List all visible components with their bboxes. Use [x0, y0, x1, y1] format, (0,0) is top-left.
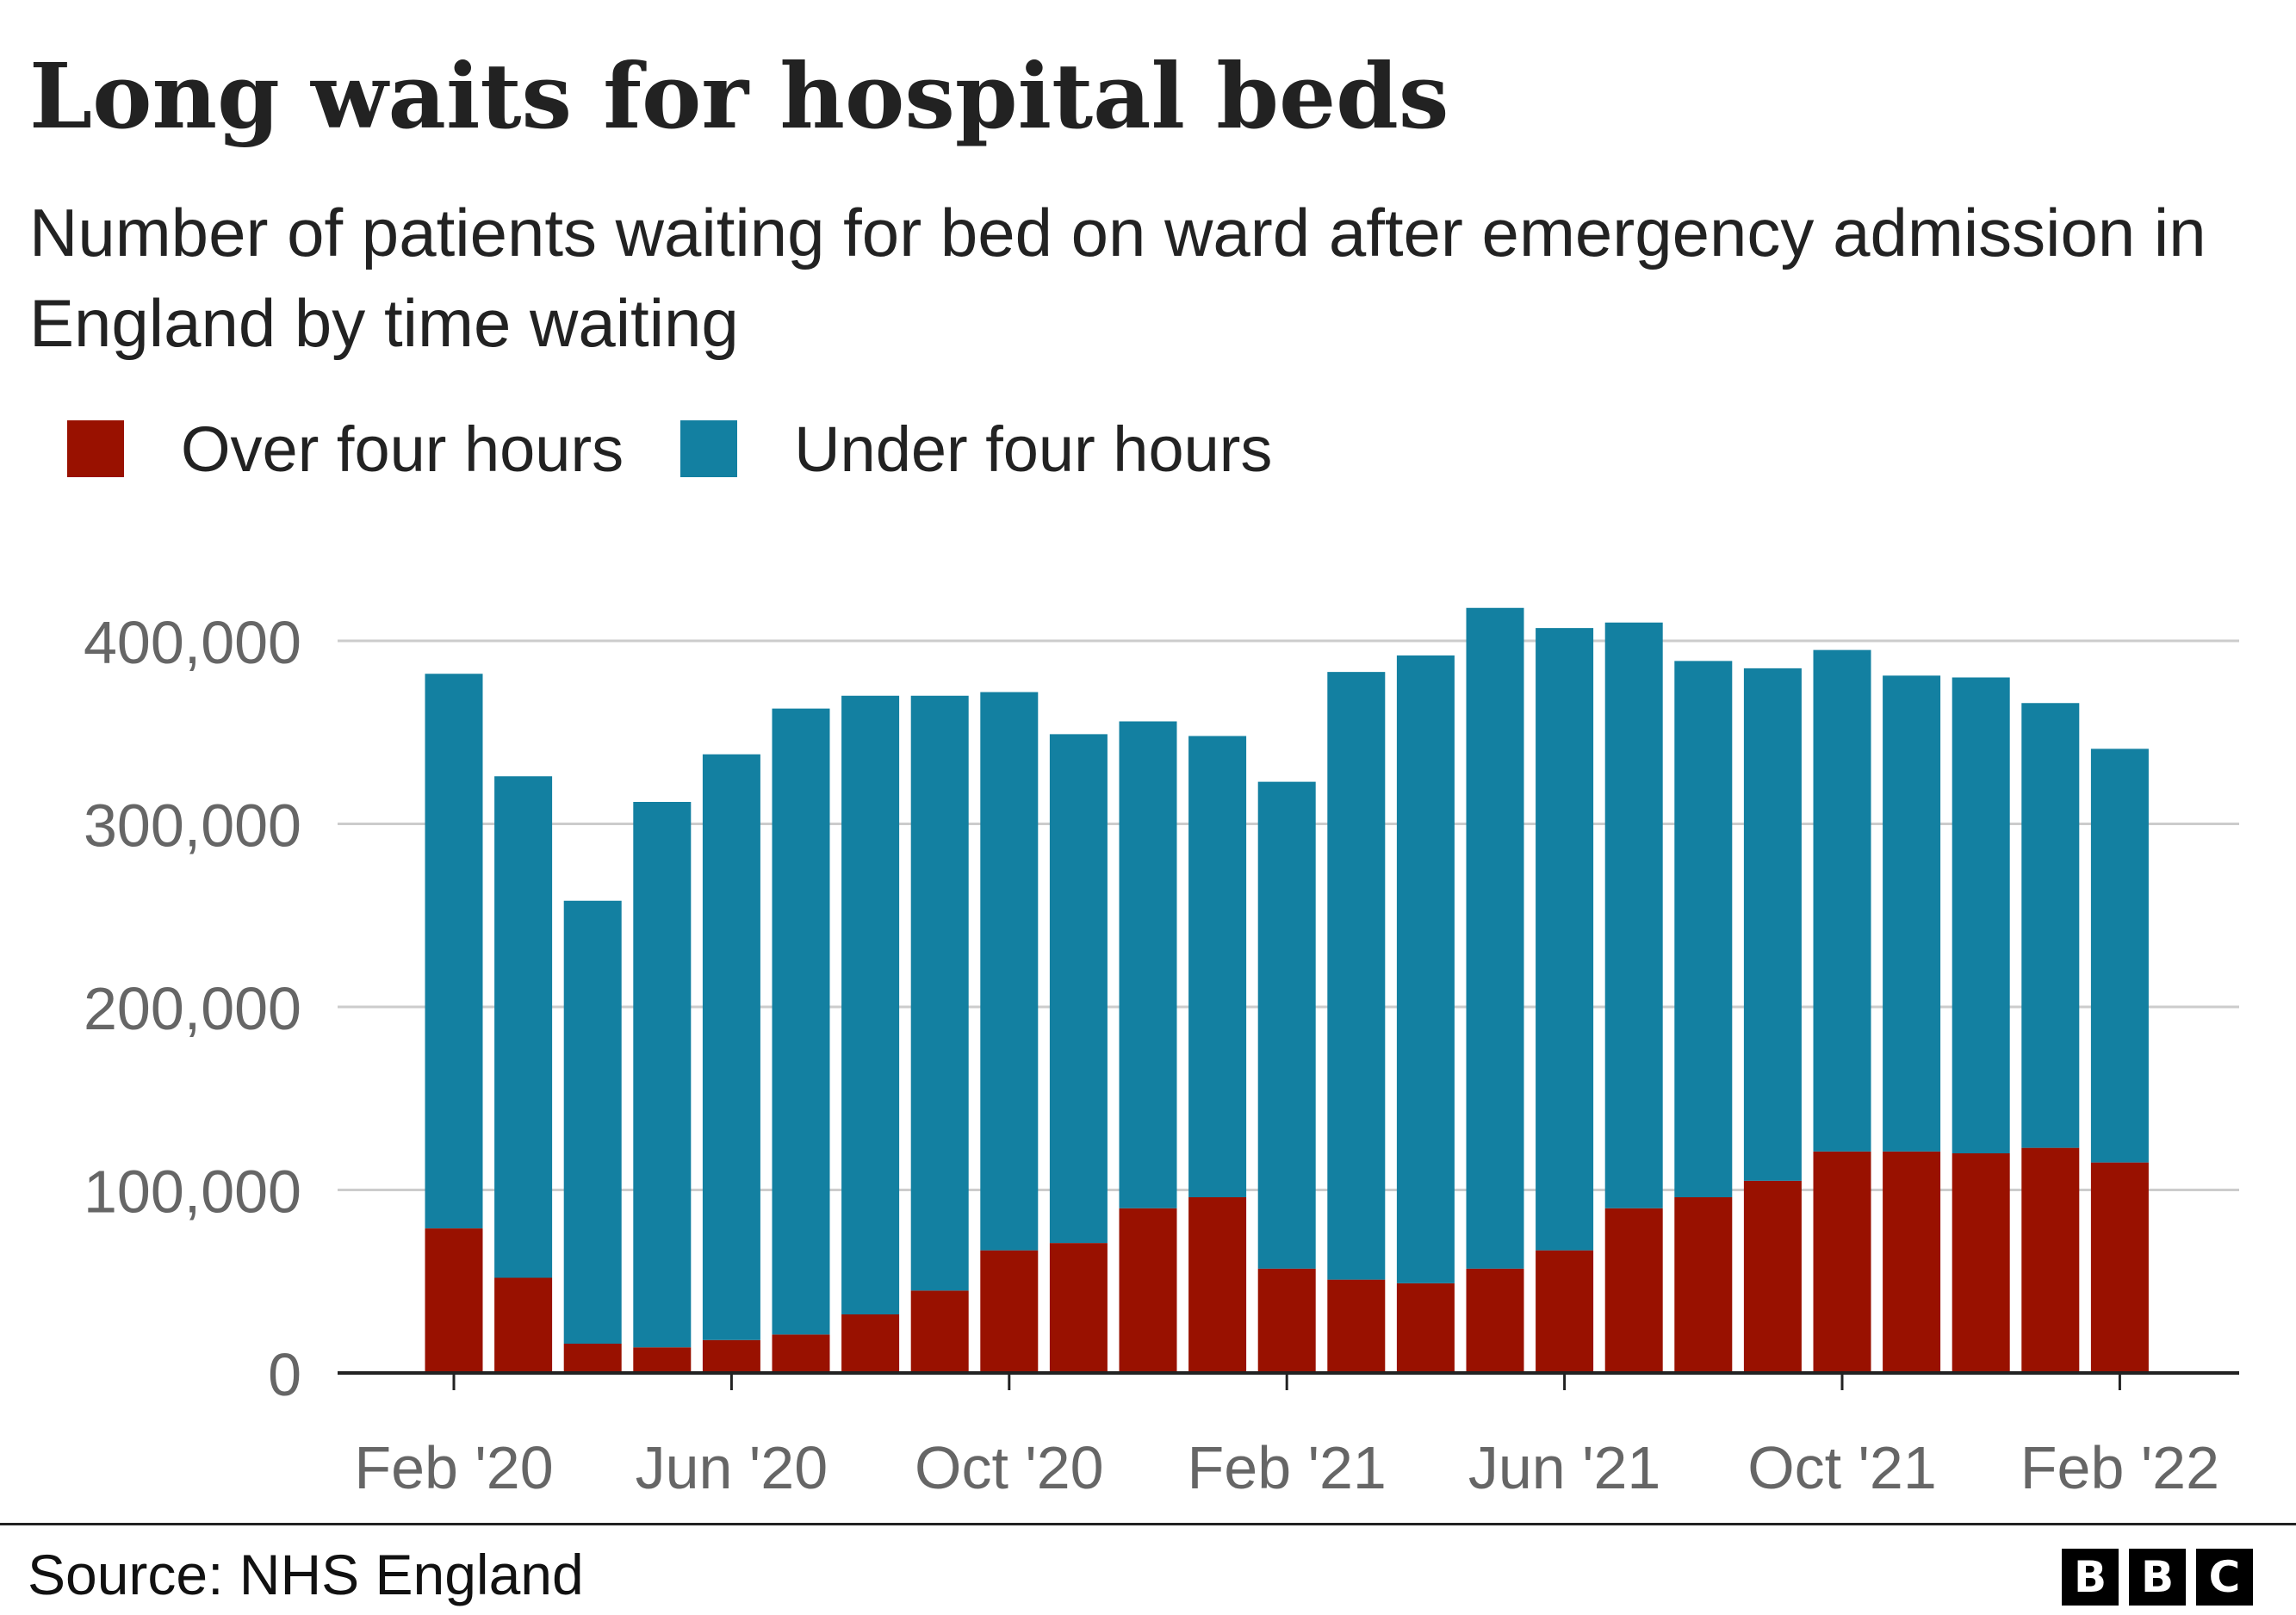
bar-under-four-hours [425, 674, 483, 1229]
bar-over-four-hours [1604, 1208, 1663, 1373]
bar-over-four-hours [425, 1228, 483, 1373]
bbc-logo-block-2: B [2129, 1549, 2186, 1606]
bar-under-four-hours [1257, 781, 1316, 1269]
bars [425, 607, 2149, 1373]
bar-under-four-hours [1119, 721, 1177, 1208]
bar-under-four-hours [841, 695, 900, 1314]
bar-over-four-hours [633, 1347, 692, 1373]
x-tick-label: Jun '20 [636, 1434, 828, 1501]
bar-over-four-hours [563, 1344, 622, 1373]
bar-over-four-hours [1188, 1197, 1247, 1373]
bar-over-four-hours [1883, 1151, 1941, 1373]
footer-divider [0, 1523, 2296, 1525]
bbc-logo-block-1: B [2062, 1549, 2119, 1606]
bar-over-four-hours [910, 1290, 969, 1373]
bar-over-four-hours [841, 1314, 900, 1373]
y-tick-label: 300,000 [84, 792, 301, 860]
bar-under-four-hours [980, 692, 1039, 1251]
x-axis [338, 1371, 2239, 1390]
bar-under-four-hours [1188, 736, 1247, 1197]
bar-over-four-hours [1466, 1268, 1524, 1373]
bar-under-four-hours [2090, 748, 2149, 1163]
bar-under-four-hours [1049, 734, 1108, 1244]
bar-under-four-hours [1327, 672, 1386, 1280]
y-tick-label: 200,000 [84, 975, 301, 1042]
bar-over-four-hours [1813, 1151, 1871, 1373]
stacked-bar-chart: 0 100,000 200,000 300,000 400,000 Feb '20 Jun… [84, 607, 2239, 1501]
bar-under-four-hours [1466, 607, 1524, 1269]
y-tick-label: 400,000 [84, 609, 301, 676]
bar-under-four-hours [563, 900, 622, 1344]
x-tick-label: Feb '20 [354, 1434, 553, 1501]
legend-item-over-four-hours: Over four hours [67, 413, 624, 486]
bar-over-four-hours [1396, 1283, 1455, 1373]
bar-under-four-hours [1674, 661, 1733, 1197]
bar-under-four-hours [633, 802, 692, 1348]
bar-over-four-hours [702, 1339, 760, 1373]
chart-subtitle: Number of patients waiting for bed on wa… [29, 195, 2206, 361]
bbc-logo-block-3: C [2196, 1549, 2253, 1606]
bar-under-four-hours [910, 695, 969, 1291]
y-tick-label: 0 [268, 1341, 301, 1408]
bar-over-four-hours [1327, 1279, 1386, 1373]
bar-under-four-hours [1883, 675, 1941, 1152]
bar-under-four-hours [2021, 703, 2080, 1148]
bar-under-four-hours [1536, 628, 1594, 1251]
legend: Over four hours Under four hours [67, 401, 1329, 496]
bar-over-four-hours [1257, 1268, 1316, 1373]
bar-over-four-hours [1049, 1243, 1108, 1373]
bar-under-four-hours [1813, 649, 1871, 1152]
y-tick-label: 100,000 [84, 1158, 301, 1226]
bar-under-four-hours [1396, 655, 1455, 1283]
y-axis-tick-labels: 0 100,000 200,000 300,000 400,000 [84, 609, 301, 1408]
bar-under-four-hours [702, 754, 760, 1340]
bar-over-four-hours [494, 1277, 553, 1373]
x-tick-label: Feb '21 [1188, 1434, 1387, 1501]
legend-swatch-over-four-hours [67, 420, 124, 477]
x-tick-label: Oct '20 [915, 1434, 1104, 1501]
x-tick-label: Feb '22 [2020, 1434, 2219, 1501]
bar-over-four-hours [2021, 1147, 2080, 1373]
bar-over-four-hours [1119, 1208, 1177, 1373]
legend-swatch-under-four-hours [680, 420, 738, 477]
x-tick-label: Jun '21 [1468, 1434, 1661, 1501]
legend-label-over-four-hours: Over four hours [181, 413, 624, 485]
bar-under-four-hours [772, 708, 830, 1335]
x-tick-label: Oct '21 [1747, 1434, 1937, 1501]
chart-title: Long waits for hospital beds [29, 43, 1449, 149]
bar-under-four-hours [1743, 668, 1802, 1181]
bar-under-four-hours [1952, 677, 2010, 1153]
bar-over-four-hours [2090, 1162, 2149, 1373]
bar-over-four-hours [1674, 1197, 1733, 1373]
legend-label-under-four-hours: Under four hours [794, 413, 1273, 485]
bar-over-four-hours [1536, 1250, 1594, 1373]
bar-over-four-hours [772, 1334, 830, 1373]
bar-over-four-hours [1743, 1180, 1802, 1373]
bar-under-four-hours [494, 776, 553, 1278]
source-note: Source: NHS England [28, 1543, 584, 1606]
legend-item-under-four-hours: Under four hours [680, 413, 1272, 486]
bar-over-four-hours [1952, 1153, 2010, 1373]
bbc-logo: B B C [2051, 1549, 2253, 1606]
bar-over-four-hours [980, 1250, 1039, 1373]
x-axis-tick-labels: Feb '20 Jun '20 Oct '20 Feb '21 Jun '21 Oct '… [354, 1434, 2219, 1501]
bar-under-four-hours [1604, 622, 1663, 1208]
